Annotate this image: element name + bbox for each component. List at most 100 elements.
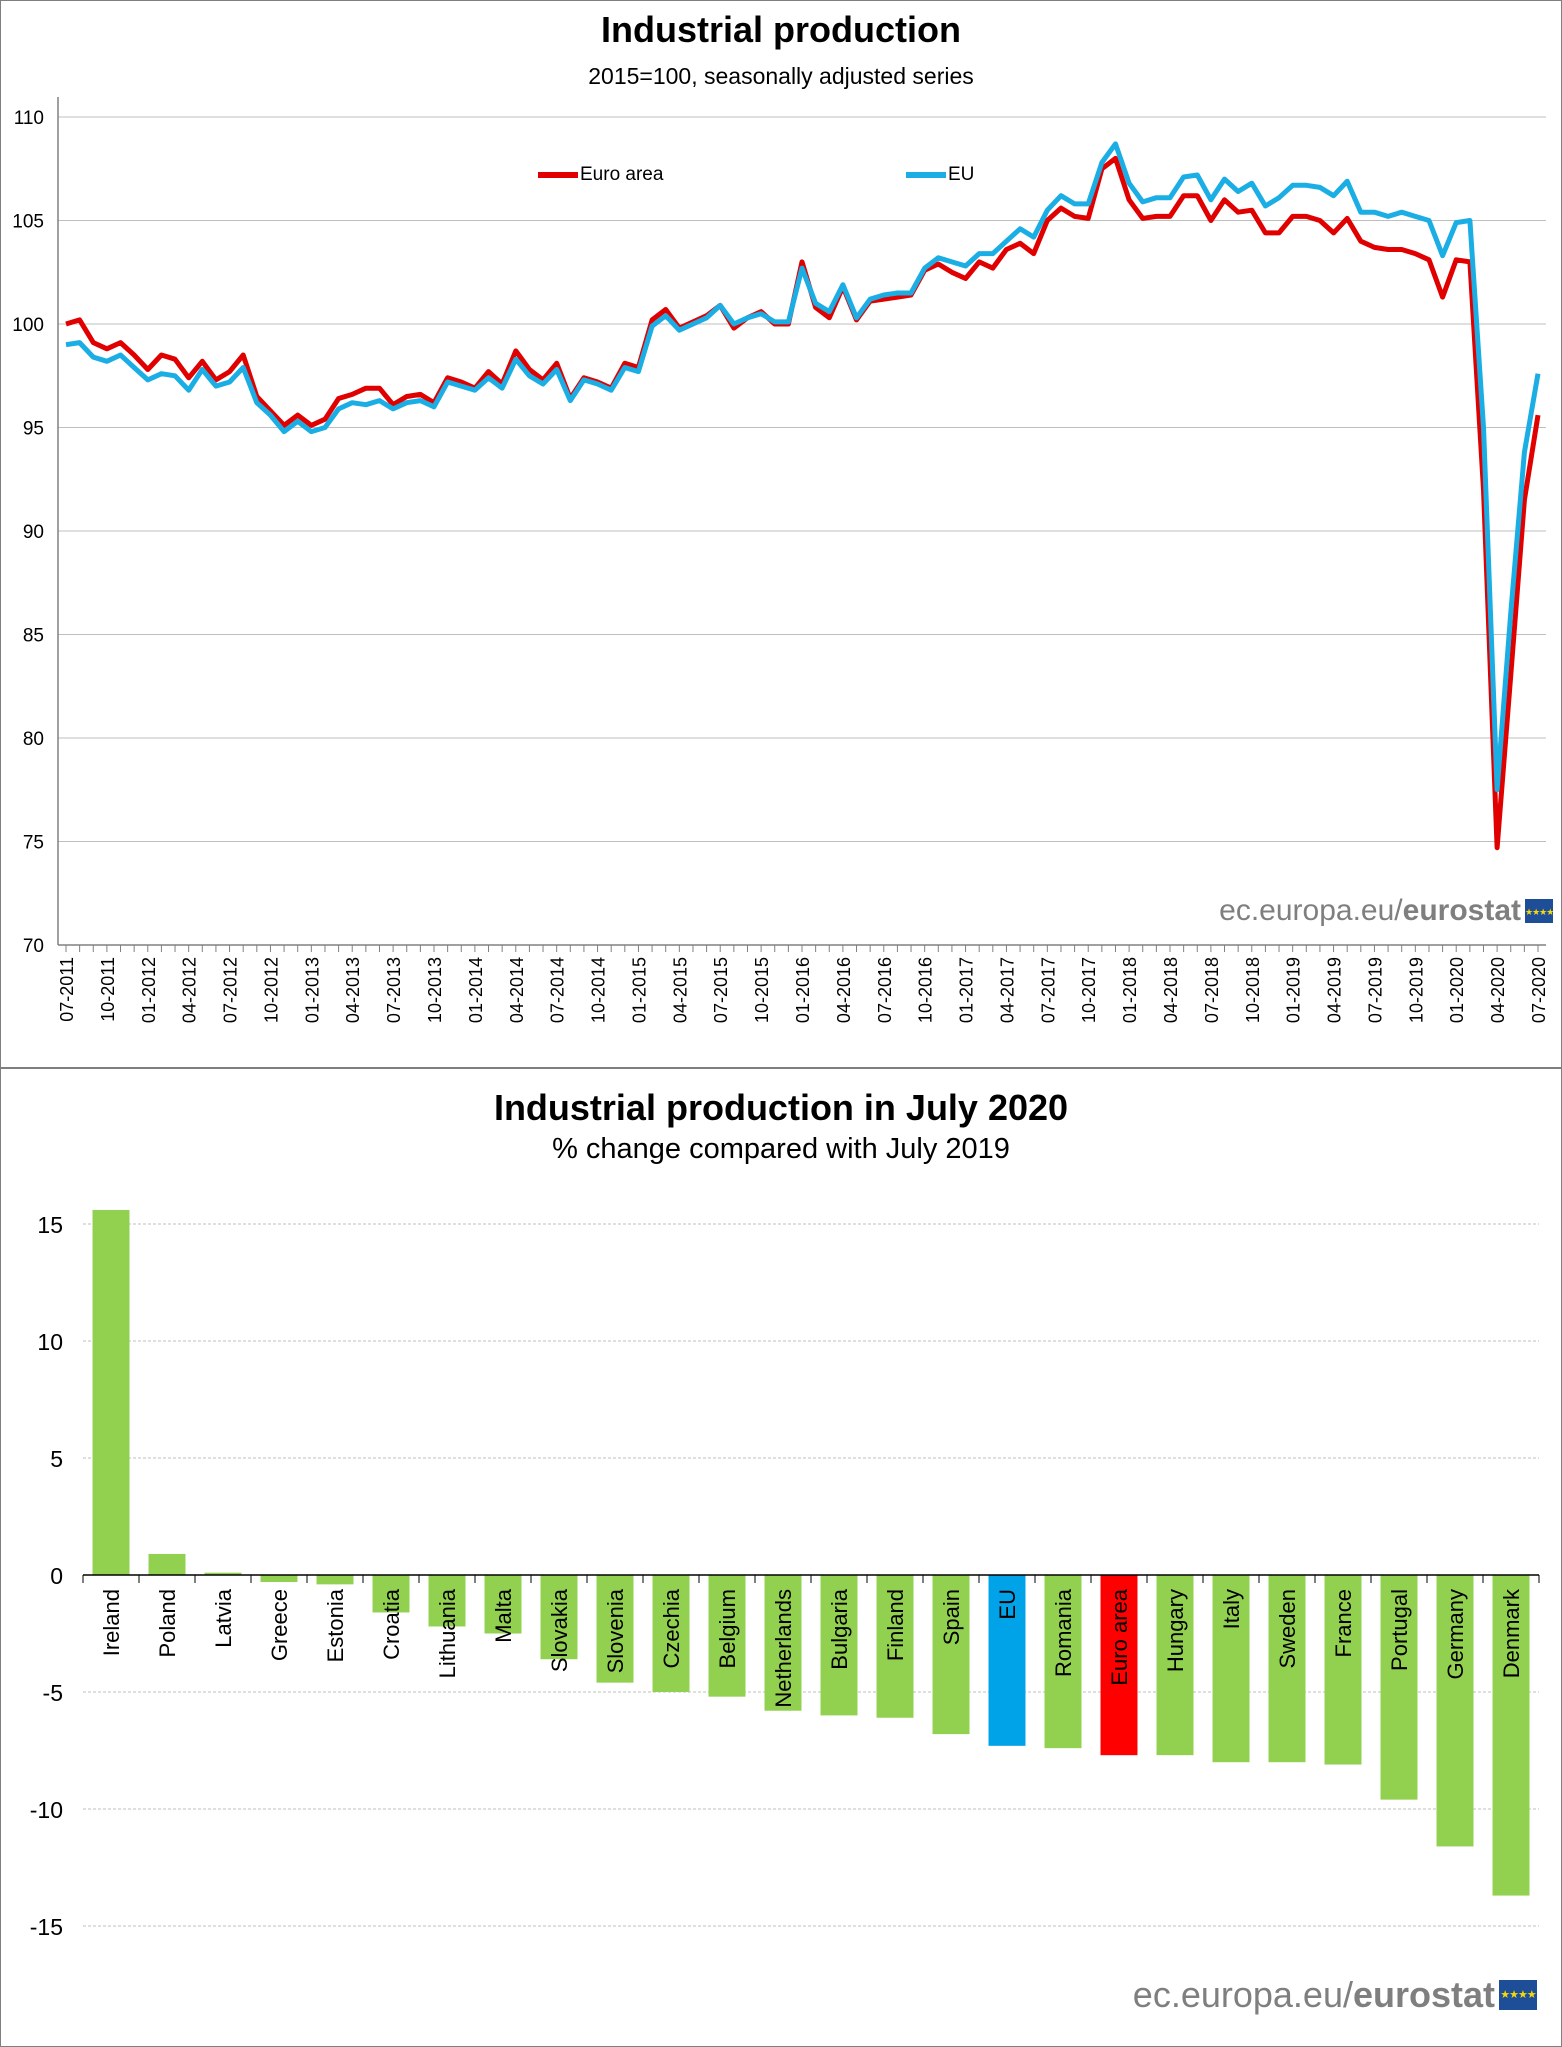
category-label: Finland — [883, 1589, 908, 1661]
x-tick-label: 01-2014 — [466, 957, 486, 1023]
bar-croatia — [372, 1575, 410, 1613]
y-tick-label: 110 — [14, 108, 44, 129]
category-label: Germany — [1443, 1589, 1468, 1679]
bar-greece — [260, 1575, 298, 1583]
y-tick-label: 5 — [50, 1446, 63, 1472]
legend-label-euro-area: Euro area — [580, 164, 664, 185]
x-tick-label: 07-2013 — [384, 957, 404, 1023]
eurostat-branding: ec.europa.eu/eurostat ★★★★ — [1219, 894, 1554, 928]
y-tick-label: 105 — [12, 212, 44, 233]
y-tick-label: 0 — [50, 1563, 63, 1589]
category-label: Czechia — [659, 1588, 684, 1668]
bar-eu — [988, 1575, 1026, 1746]
bar-finland — [876, 1575, 914, 1718]
bar-bulgaria — [820, 1575, 858, 1716]
category-label: Slovakia — [547, 1588, 572, 1672]
x-tick-label: 01-2015 — [629, 957, 649, 1023]
x-tick-label: 01-2019 — [1284, 957, 1304, 1023]
x-tick-label: 10-2019 — [1406, 957, 1426, 1023]
branding-site-bottom: ec.europa.eu/ — [1132, 1974, 1353, 2015]
category-label: Sweden — [1275, 1589, 1300, 1669]
x-tick-label: 07-2019 — [1365, 957, 1385, 1023]
y-tick-label: 10 — [37, 1329, 63, 1355]
legend-item-euro-area: Euro area — [538, 164, 663, 186]
x-tick-label: 07-2011 — [57, 957, 77, 1022]
category-label: Ireland — [99, 1589, 124, 1656]
bar-chart-subtitle: % change compared with July 2019 — [552, 1133, 1010, 1165]
bar-chart-plot: -15 -10 -5 0 5 10 15 Ireland Poland Latvia Greece E… — [30, 1209, 1540, 1940]
x-tick-label: 10-2015 — [752, 957, 772, 1023]
x-tick-label: 01-2018 — [1120, 957, 1140, 1023]
x-tick-label: 10-2014 — [589, 957, 609, 1023]
x-tick-label: 04-2020 — [1488, 957, 1508, 1023]
x-tick-label: 10-2016 — [916, 957, 936, 1023]
legend-label-eu: EU — [948, 164, 975, 185]
bar-netherlands — [764, 1575, 802, 1711]
x-tick-label: 07-2018 — [1202, 957, 1222, 1023]
category-label: Estonia — [323, 1588, 348, 1662]
bar-czechia — [652, 1575, 690, 1692]
category-label: Poland — [155, 1589, 180, 1658]
x-tick-label: 04-2016 — [834, 957, 854, 1023]
x-tick-label: 01-2016 — [793, 957, 813, 1023]
y-tick-label: 70 — [23, 936, 44, 957]
bar-romania — [1044, 1575, 1082, 1749]
y-tick-label: 85 — [23, 626, 44, 647]
line-chart-plot: 70 75 80 85 90 95 100 105 110 07-2011 10-2011 01-20… — [12, 97, 1549, 1023]
bar-latvia — [204, 1572, 242, 1575]
bar-chart-title: Industrial production in July 2020 — [493, 1087, 1069, 1128]
branding-name: eurostat — [1402, 894, 1521, 927]
legend-item-eu: EU — [906, 164, 974, 186]
series-line-eu — [65, 141, 1541, 793]
legend-swatch-eu — [906, 172, 946, 178]
bar-sweden — [1268, 1575, 1306, 1763]
x-tick-label: 04-2012 — [180, 957, 200, 1023]
y-tick-label: 95 — [23, 419, 44, 440]
category-label: Euro area — [1107, 1588, 1132, 1685]
category-label: Italy — [1219, 1589, 1244, 1629]
bar-denmark — [1492, 1575, 1530, 1896]
bar-slovakia — [540, 1575, 578, 1660]
y-tick-label: 90 — [23, 522, 44, 543]
x-tick-label: 07-2016 — [875, 957, 895, 1023]
x-tick-label: 04-2014 — [507, 957, 527, 1023]
category-label: Malta — [491, 1588, 516, 1643]
category-label: Bulgaria — [827, 1588, 852, 1669]
category-label: Hungary — [1163, 1589, 1188, 1672]
legend-swatch-euro-area — [538, 172, 578, 178]
y-tick-label: -5 — [43, 1680, 63, 1706]
x-tick-label: 01-2013 — [302, 957, 322, 1023]
x-tick-label: 10-2018 — [1243, 957, 1263, 1023]
bar-spain — [932, 1575, 970, 1735]
category-label: Latvia — [211, 1588, 236, 1647]
bar-ireland — [92, 1209, 130, 1575]
category-label: Belgium — [715, 1589, 740, 1668]
bar-belgium — [708, 1575, 746, 1697]
y-tick-label: 80 — [23, 729, 44, 750]
category-label: Lithuania — [435, 1588, 460, 1678]
x-tick-label: 04-2018 — [1161, 957, 1181, 1023]
bar-euro-area — [1100, 1575, 1138, 1756]
x-tick-label: 01-2017 — [957, 957, 977, 1023]
x-tick-label: 07-2014 — [548, 957, 568, 1023]
y-tick-label: -15 — [30, 1914, 63, 1940]
x-tick-label: 07-2020 — [1529, 957, 1549, 1023]
y-tick-label: -10 — [30, 1797, 63, 1823]
eurostat-branding-bottom: ec.europa.eu/eurostat ★★★★ — [1133, 1974, 1537, 2016]
x-tick-label: 01-2020 — [1447, 957, 1467, 1023]
category-label: Croatia — [379, 1588, 404, 1660]
branding-name-bottom: eurostat — [1352, 1974, 1495, 2015]
x-tick-label: 01-2012 — [139, 957, 159, 1023]
category-label: Greece — [267, 1589, 292, 1661]
series-line-euro-area — [65, 155, 1541, 851]
y-tick-label: 100 — [12, 315, 44, 336]
bar-italy — [1212, 1575, 1250, 1763]
x-tick-label: 07-2012 — [221, 957, 241, 1023]
category-label: Romania — [1051, 1588, 1076, 1677]
category-label: Netherlands — [771, 1589, 796, 1708]
line-chart-panel: Industrial production 2015=100, seasonal… — [0, 0, 1562, 1068]
category-label: France — [1331, 1589, 1356, 1657]
x-tick-label: 10-2012 — [261, 957, 281, 1023]
line-chart-title: Industrial production — [601, 9, 961, 50]
bar-malta — [484, 1575, 522, 1634]
